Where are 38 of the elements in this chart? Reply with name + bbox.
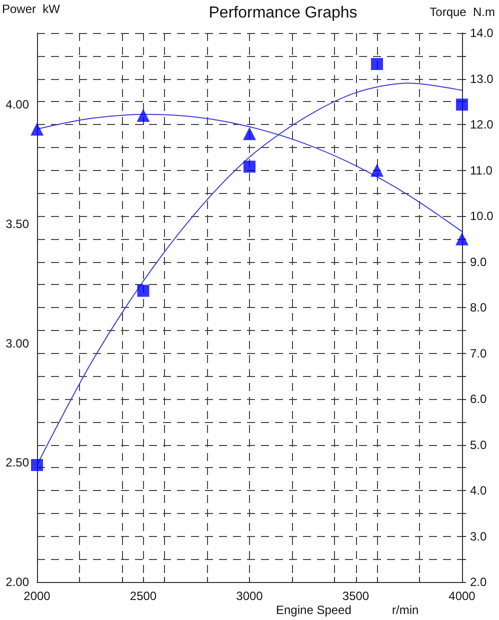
y2-tick-label: 3.0 bbox=[470, 529, 488, 544]
point bbox=[456, 232, 468, 246]
x-tick-label: 2500 bbox=[130, 589, 157, 603]
y2-tick-label: 8.0 bbox=[470, 300, 488, 314]
x-tick-label: 3500 bbox=[342, 589, 370, 603]
y2-tick-label: 10.0 bbox=[470, 209, 494, 223]
point bbox=[243, 127, 256, 140]
point bbox=[30, 122, 44, 136]
point bbox=[370, 164, 384, 177]
y2-tick-label: 13.0 bbox=[470, 72, 494, 86]
x-tick-label: 4000 bbox=[448, 589, 476, 603]
y2-tick-label: 5.0 bbox=[470, 438, 488, 452]
y-tick-label: 2.00 bbox=[6, 575, 30, 589]
point bbox=[31, 459, 43, 472]
x-tick-label: 3000 bbox=[236, 589, 264, 603]
y2-tick-label: 11.0 bbox=[470, 163, 493, 178]
y2-tick-label: 9.0 bbox=[470, 254, 488, 269]
point bbox=[137, 284, 150, 297]
y2-axis-title: Torque N.m bbox=[430, 5, 496, 19]
y2-tick-label: 4.0 bbox=[470, 484, 488, 498]
point bbox=[456, 98, 468, 111]
point bbox=[244, 160, 256, 173]
x-axis-title: Engine Speed bbox=[276, 603, 352, 617]
text: r/min bbox=[392, 603, 419, 617]
point bbox=[371, 58, 383, 70]
y-tick-label: 3.50 bbox=[6, 216, 30, 231]
y2-tick-label: 6.0 bbox=[470, 392, 488, 406]
y-tick-label: 2.50 bbox=[6, 456, 30, 470]
chart-title: Performance Graphs bbox=[208, 4, 358, 22]
y-tick-label: 4.00 bbox=[6, 98, 30, 112]
y-tick-label: 3.00 bbox=[6, 336, 30, 350]
point bbox=[136, 108, 150, 122]
y2-tick-label: 7.0 bbox=[470, 346, 488, 360]
y2-tick-label: 2.0 bbox=[470, 575, 488, 589]
y-axis-title: Power kW bbox=[2, 2, 61, 16]
x-tick-label: 2000 bbox=[24, 589, 51, 603]
y2-tick-label: 12.0 bbox=[470, 118, 494, 132]
y2-tick-label: 14.0 bbox=[470, 26, 494, 40]
